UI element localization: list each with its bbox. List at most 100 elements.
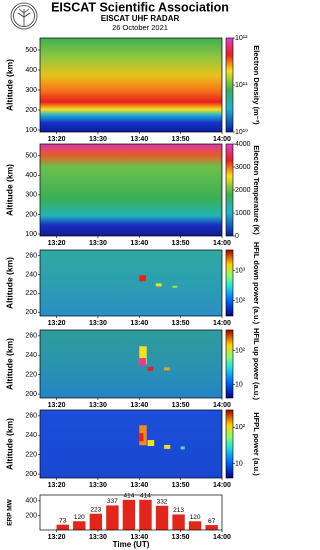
y-axis-label: Altitude (km) (4, 338, 14, 390)
plot-frame (39, 329, 223, 399)
bar (188, 521, 202, 530)
heatmap-feature (180, 446, 185, 450)
x-tick-label: 13:40 (130, 402, 148, 409)
y-axis-label: Altitude (km) (4, 59, 14, 111)
y-tick-label: 200 (25, 391, 37, 398)
plot-frame (39, 494, 223, 531)
y-tick-label: 260 (25, 333, 37, 340)
y-tick-label: 200 (25, 211, 37, 218)
plot-frame (39, 409, 223, 479)
heatmap-feature (172, 285, 178, 288)
x-tick-label: 13:50 (172, 482, 190, 489)
x-tick-label: 13:30 (89, 320, 107, 327)
heatmap (40, 144, 222, 236)
heatmap-feature (139, 346, 147, 365)
x-axis-label: Time (UT) (113, 540, 150, 549)
colorbar (225, 37, 234, 133)
x-tick-label: 13:40 (130, 534, 148, 541)
x-tick-label: 13:40 (130, 240, 148, 247)
y-tick-label: 220 (25, 372, 37, 379)
y-tick-label: 220 (25, 290, 37, 297)
header-title: EISCAT Scientific Association (51, 0, 229, 14)
x-tick-label: 14:00 (213, 136, 231, 143)
colorbar (225, 249, 234, 317)
y-axis-label: Altitude (km) (4, 418, 14, 470)
colorbar-tick-label: 10 (235, 381, 243, 388)
bar (106, 505, 119, 530)
x-tick-label: 13:20 (48, 534, 66, 541)
y-tick-label: 100 (25, 127, 37, 134)
x-tick-label: 13:20 (48, 482, 66, 489)
x-tick-label: 13:20 (48, 402, 66, 409)
colorbar-tick-label: 0 (235, 233, 239, 240)
colorbar-label: HFIL down power (a.u.) (252, 242, 261, 325)
y-tick-label: 240 (25, 352, 37, 359)
bar-label: 67 (208, 518, 216, 525)
colorbar-tick-label: 1000 (235, 210, 251, 217)
x-tick-label: 14:00 (213, 482, 231, 489)
y-tick-label: 500 (25, 47, 37, 54)
x-tick-label: 14:00 (213, 402, 231, 409)
bar (73, 521, 86, 530)
heatmap-feature (139, 358, 146, 367)
bar (172, 514, 185, 530)
colorbar-tick-label: 10 (235, 460, 243, 467)
plot-frame (39, 143, 223, 237)
x-tick-label: 14:00 (213, 240, 231, 247)
bar (56, 524, 69, 530)
x-tick-label: 13:20 (48, 136, 66, 143)
x-tick-label: 14:00 (213, 534, 231, 541)
colorbar-label: HFIL up power (a.u.) (252, 328, 261, 400)
x-tick-label: 13:50 (172, 320, 190, 327)
plot-frame (39, 37, 223, 133)
x-tick-label: 13:20 (48, 320, 66, 327)
y-tick-label: 240 (25, 432, 37, 439)
y-tick-label: 220 (25, 452, 37, 459)
colorbar (225, 409, 234, 479)
heatmap-feature (164, 367, 170, 371)
heatmap-feature (147, 366, 154, 371)
y-tick-label: 260 (25, 253, 37, 260)
plot-frame (39, 249, 223, 317)
colorbar-tick-label: 10² (235, 424, 246, 431)
y-tick-label: 500 (25, 153, 37, 160)
y-tick-label: 300 (25, 192, 37, 199)
y-axis-label: Altitude (km) (4, 257, 14, 309)
heatmap-feature (139, 433, 144, 442)
figure: EISCAT Scientific Association EISCAT UHF… (4, 0, 261, 549)
bar-label: 223 (90, 506, 101, 513)
y-tick-label: 400 (25, 172, 37, 179)
y-tick-label: 400 (25, 498, 37, 505)
colorbar-tick-label: 2000 (235, 187, 251, 194)
bar-label: 120 (74, 514, 85, 521)
y-axis-label: Altitude (km) (4, 164, 14, 216)
y-tick-label: 200 (25, 471, 37, 478)
logo (10, 2, 38, 30)
y-tick-label: 200 (25, 512, 37, 519)
colorbar-tick-label: 10² (235, 297, 246, 304)
colorbar-tick-label: 10¹⁰ (235, 128, 248, 136)
x-tick-label: 13:30 (89, 534, 107, 541)
y-tick-label: 300 (25, 87, 37, 94)
x-tick-label: 13:30 (89, 402, 107, 409)
x-tick-label: 13:50 (172, 402, 190, 409)
bar-label: 120 (190, 514, 201, 521)
y-tick-label: 200 (25, 309, 37, 316)
heatmap-feature (139, 275, 146, 282)
colorbar-label: Electron Temperature (K) (252, 145, 261, 235)
bar-label: 73 (59, 517, 67, 524)
x-tick-label: 13:40 (130, 320, 148, 327)
heatmap-feature (155, 283, 162, 287)
y-tick-label: 100 (25, 231, 37, 238)
x-tick-label: 13:50 (172, 534, 190, 541)
colorbar-tick-label: 3000 (235, 164, 251, 171)
bar (205, 525, 218, 530)
bar-label: 414 (140, 493, 151, 500)
x-tick-label: 14:00 (213, 320, 231, 327)
heatmap (40, 250, 222, 316)
x-tick-label: 13:50 (172, 136, 190, 143)
bar-label: 213 (173, 507, 184, 514)
bar (89, 513, 103, 530)
bar (122, 499, 136, 530)
y-tick-label: 400 (25, 67, 37, 74)
